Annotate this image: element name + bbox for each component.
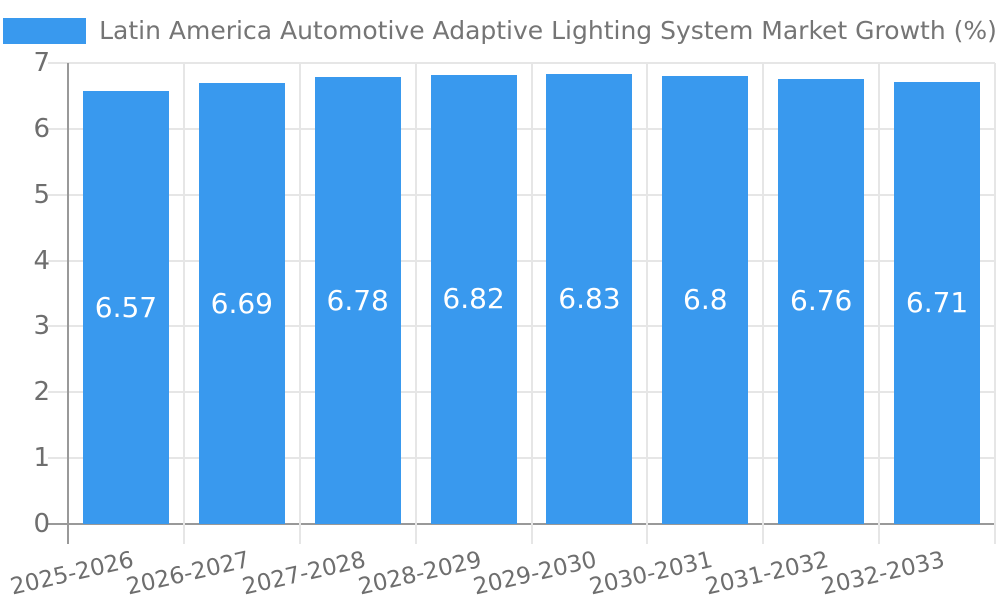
chart-legend[interactable]: Latin America Automotive Adaptive Lighti…	[0, 16, 1000, 46]
chart-title: Latin America Automotive Adaptive Lighti…	[99, 16, 997, 45]
gridline-horizontal	[48, 391, 995, 394]
gridline-horizontal	[48, 127, 995, 130]
y-axis-tick-label: 0	[33, 509, 50, 539]
bar-value-label: 6.83	[558, 282, 621, 316]
plot-area: 0 1 2 3 4 5 6 7 6.57 6.69 6.78 6.82 6.83 6.8 6.76 6.71 2…	[8, 48, 996, 600]
bar[interactable]: 6.82	[430, 74, 517, 524]
y-axis-line	[67, 63, 69, 544]
bar-value-label: 6.71	[905, 286, 969, 320]
bar-value-label: 6.69	[210, 286, 273, 320]
bar-value-label: 6.76	[790, 284, 853, 318]
gridline-vertical	[646, 63, 649, 544]
x-axis-line	[48, 523, 995, 525]
y-axis-tick-label: 3	[33, 311, 50, 342]
bar[interactable]: 6.71	[894, 82, 981, 524]
gridline-horizontal	[48, 457, 995, 460]
y-axis-tick-label: 4	[33, 245, 50, 276]
gridline-horizontal	[48, 325, 995, 328]
bar[interactable]: 6.8	[662, 76, 749, 524]
gridline-vertical	[994, 63, 996, 544]
bar-value-label: 6.57	[94, 290, 158, 324]
y-axis-tick-label: 2	[33, 377, 50, 408]
gridline-vertical	[298, 63, 301, 544]
gridline-vertical	[414, 63, 417, 544]
bar-value-label: 6.8	[683, 283, 728, 317]
gridline-vertical	[182, 63, 185, 544]
bar-value-label: 6.82	[442, 282, 505, 316]
y-axis-tick-label: 5	[33, 179, 50, 210]
bar[interactable]: 6.57	[82, 91, 169, 524]
bar[interactable]: 6.76	[778, 78, 865, 524]
y-axis-tick-label: 7	[33, 48, 50, 78]
bar-value-label: 6.78	[326, 283, 389, 317]
legend-swatch-icon	[3, 18, 87, 44]
bar[interactable]: 6.69	[198, 83, 285, 524]
gridline-vertical	[530, 63, 533, 544]
y-axis-tick-label: 1	[33, 443, 50, 474]
y-axis-tick-label: 6	[33, 113, 50, 144]
bar[interactable]: 6.83	[546, 74, 633, 524]
gridline-vertical	[762, 63, 765, 544]
gridline-horizontal	[48, 62, 995, 64]
gridline-horizontal	[48, 259, 995, 262]
gridline-horizontal	[48, 193, 995, 196]
bar[interactable]: 6.78	[314, 77, 401, 524]
gridline-vertical	[878, 63, 881, 544]
